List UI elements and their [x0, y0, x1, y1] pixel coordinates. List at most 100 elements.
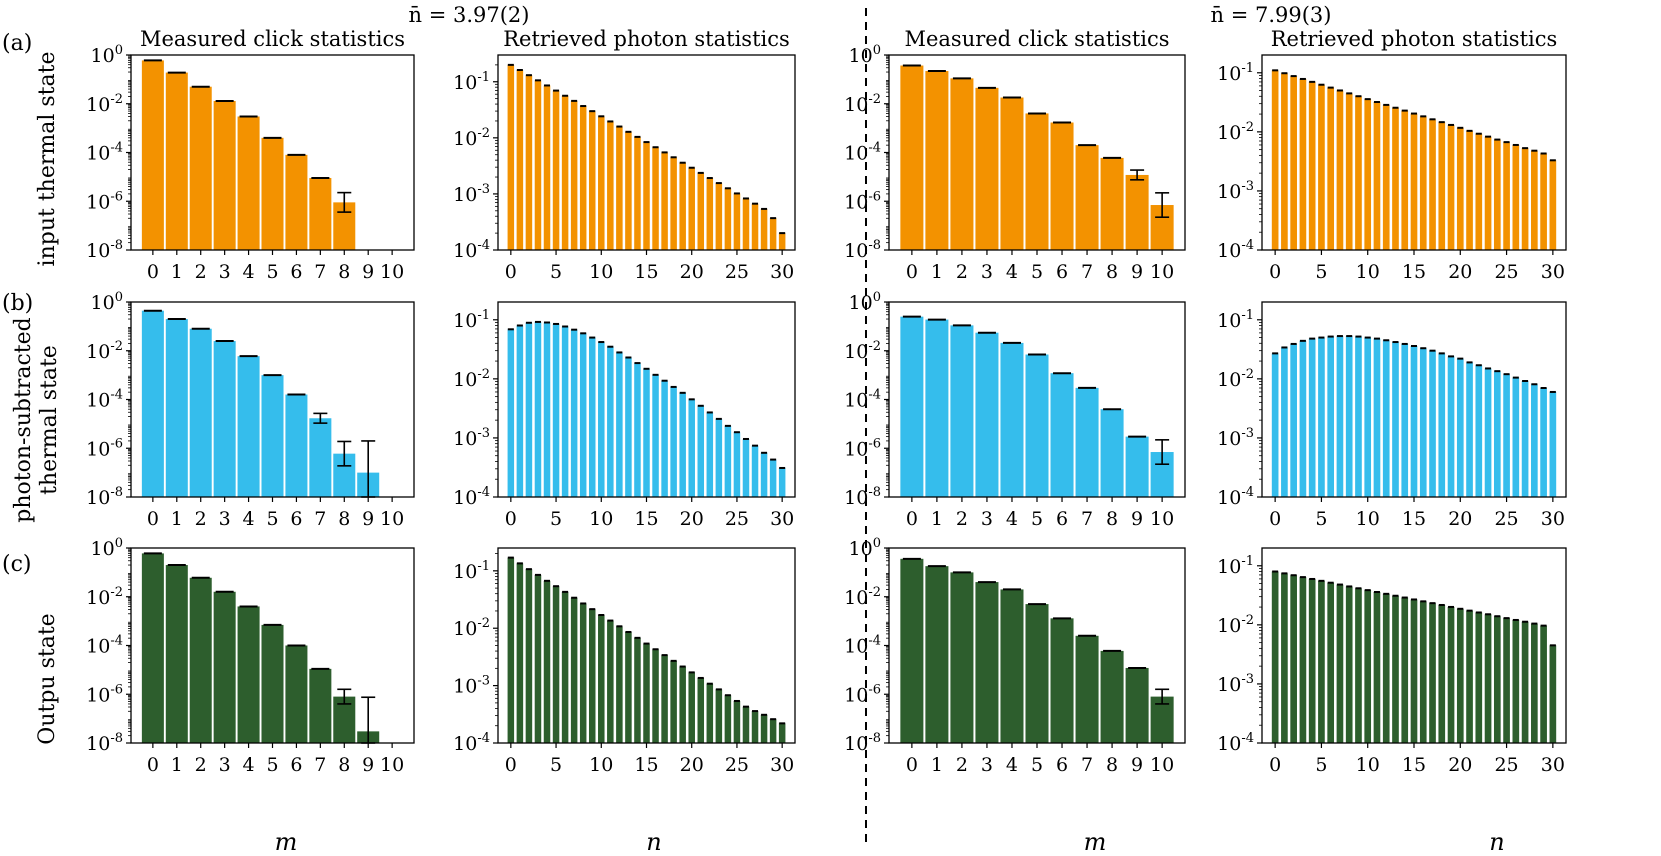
bar [570, 329, 578, 497]
bar [1447, 606, 1455, 743]
x-tick-label: 15 [1402, 261, 1426, 283]
y-tick-label: 10-2 [844, 339, 881, 363]
bar [733, 700, 741, 743]
panel-a-photon-3.97: 10-1 10-2 10-3 10-4 0 5 10 15 20 25 30 Retrieved ph… [453, 27, 796, 283]
bar [543, 322, 551, 497]
x-tick-label: 0 [505, 754, 517, 776]
x-tick-label: 2 [195, 261, 207, 283]
bar [1327, 87, 1335, 250]
x-tick-label: 1 [171, 508, 183, 530]
x-tick-label: 0 [906, 754, 918, 776]
bar [1512, 619, 1520, 743]
x-tick-label: 3 [219, 754, 231, 776]
y-tick-label: 10-4 [844, 634, 881, 658]
bar [706, 178, 714, 250]
y-tick-label: 10-4 [844, 388, 881, 412]
x-tick-label: 5 [550, 261, 562, 283]
bar [1392, 342, 1399, 497]
x-tick-label: 25 [725, 261, 749, 283]
panel-c-photon-3.97: 10-1 10-2 10-3 10-4 0 5 10 15 20 25 30 [453, 547, 796, 776]
y-tick-label: 10-1 [453, 70, 490, 94]
x-tick-label: 6 [290, 508, 302, 530]
bar [950, 325, 974, 497]
bar [1290, 343, 1297, 497]
bar [1540, 388, 1547, 497]
bar [534, 574, 542, 743]
bar [1345, 93, 1353, 251]
y-tick-label: 10-3 [453, 426, 490, 450]
panel-b-click-7.99: 100 10-2 10-4 10-6 10-8 0 1 2 3 4 5 6 7 8 9 10 [844, 290, 1186, 530]
y-tick-label: 10-4 [1217, 238, 1254, 262]
x-tick-label: 5 [1315, 261, 1327, 283]
bar [1512, 377, 1520, 497]
bar [1410, 113, 1418, 250]
bar [724, 695, 732, 743]
bar [261, 375, 284, 497]
bar [552, 90, 560, 251]
bar [534, 80, 542, 251]
x-tick-label: 7 [314, 261, 326, 283]
y-tick-label: 10-2 [453, 616, 490, 640]
bar [1503, 618, 1510, 743]
bar [1410, 345, 1418, 497]
bar [925, 71, 949, 251]
bar [742, 198, 750, 250]
bar [751, 203, 759, 250]
panel-title: Retrieved photon statistics [1271, 27, 1558, 51]
bar [1373, 338, 1381, 497]
row-label-b: (b) [2, 291, 33, 316]
y-tick-label: 10-4 [1217, 485, 1254, 509]
bar [1050, 122, 1074, 250]
bar [1540, 153, 1547, 250]
bar [1025, 354, 1049, 497]
x-tick-label: 15 [634, 754, 658, 776]
group-title-right: n̄ = 7.99(3) [1211, 3, 1332, 27]
x-tick-label: 30 [770, 261, 794, 283]
x-tick-label: 15 [634, 508, 658, 530]
bar [261, 137, 284, 250]
bar [724, 425, 732, 497]
y-tick-label: 10-2 [86, 92, 123, 116]
x-tick-label: 7 [1081, 508, 1093, 530]
x-tick-label: 0 [1269, 508, 1281, 530]
x-tick-label: 3 [981, 261, 993, 283]
bar [1466, 610, 1473, 743]
panel-c-photon-7.99: 10-1 10-2 10-3 10-4 0 5 10 15 20 25 30 [1217, 547, 1567, 776]
bar [634, 136, 641, 250]
y-tick-label: 10-4 [86, 388, 123, 412]
bar [1125, 174, 1149, 250]
x-tick-label: 0 [1269, 754, 1281, 776]
bar [1150, 696, 1174, 743]
x-tick-label: 20 [1448, 754, 1472, 776]
bar [237, 116, 260, 250]
bar [1521, 621, 1529, 743]
bar [141, 310, 164, 497]
bar [760, 714, 768, 743]
bar [975, 582, 999, 743]
bar [237, 356, 260, 497]
bar [769, 459, 777, 497]
bar [715, 418, 723, 497]
x-tick-label: 6 [290, 754, 302, 776]
panel-b-photon-3.97: 10-1 10-2 10-3 10-4 0 5 10 15 20 25 30 [453, 301, 796, 530]
bar [742, 706, 750, 743]
x-tick-label: 2 [195, 754, 207, 776]
y-tick-label: 10-2 [1217, 120, 1254, 144]
bar [165, 319, 188, 497]
x-tick-label: 4 [243, 508, 255, 530]
bar [706, 412, 714, 497]
bar [679, 392, 686, 497]
bar [333, 453, 356, 497]
bar [724, 188, 732, 250]
bar [507, 329, 515, 497]
bar [652, 649, 659, 743]
x-tick-label: 7 [314, 508, 326, 530]
row-ylabel-b-line1: photon-subtracted [11, 317, 36, 522]
bar [616, 352, 623, 497]
bar [925, 319, 949, 497]
x-tick-label: 7 [1081, 261, 1093, 283]
y-tick-label: 10-1 [453, 308, 490, 332]
row-label-c: (c) [2, 552, 32, 577]
xlabel-col4: n [1489, 828, 1504, 856]
bar [213, 591, 236, 743]
